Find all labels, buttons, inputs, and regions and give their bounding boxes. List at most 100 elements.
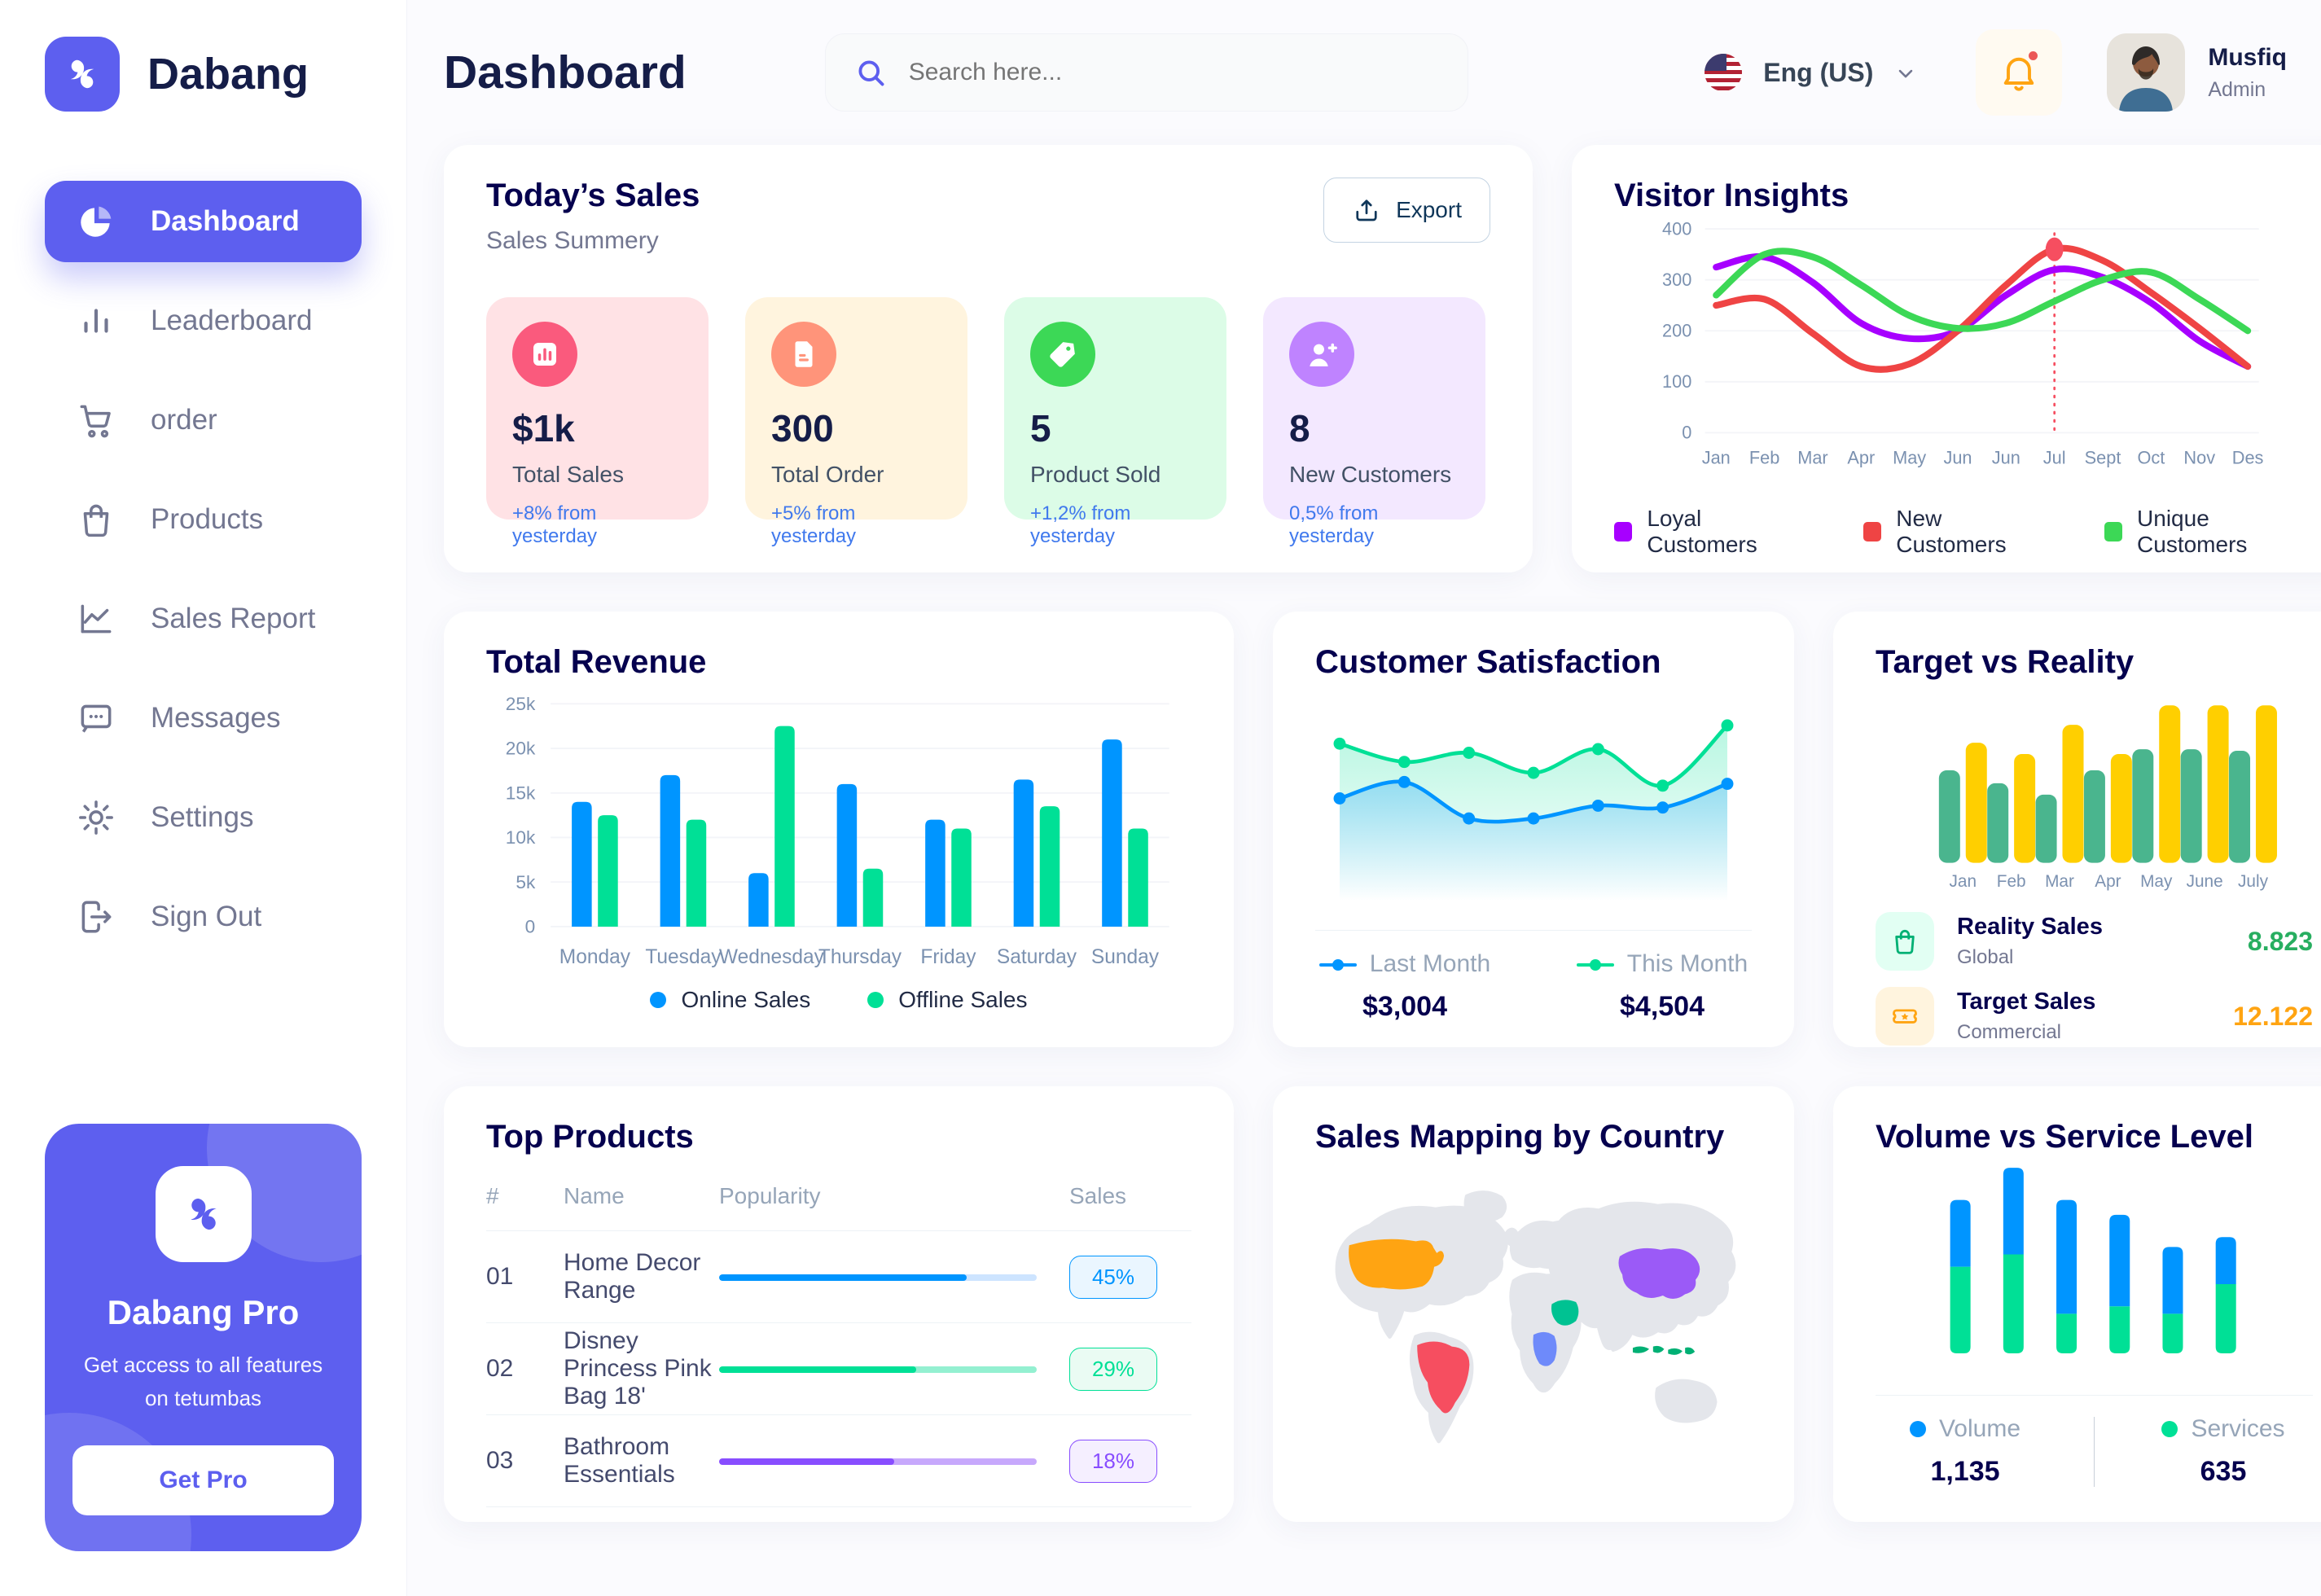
get-pro-button[interactable]: Get Pro [72, 1445, 334, 1515]
volume-service-legend: Volume 1,135 Services 635 [1876, 1415, 2313, 1488]
product-row-02: 02 Disney Princess Pink Bag 18' 29% [486, 1323, 1191, 1415]
map-country-brazil[interactable] [1417, 1341, 1470, 1414]
product-name: Bathroom Essentials [564, 1433, 675, 1488]
map-country-saudi-arabia[interactable] [1551, 1300, 1579, 1326]
legend-online-sales: Online Sales [650, 987, 810, 1013]
sidebar-item-label: order [151, 404, 217, 436]
legend-swatch [2104, 522, 2123, 542]
notifications-button[interactable] [1976, 29, 2063, 116]
sidebar-item-messages[interactable]: Messages [45, 677, 362, 759]
sidebar-item-sign-out[interactable]: Sign Out [45, 876, 362, 958]
sales-mapping-title: Sales Mapping by Country [1315, 1119, 1725, 1155]
legend-label: New Customers [1896, 506, 2007, 557]
search-input[interactable] [908, 59, 1440, 86]
top-products-card: Top Products # Name Popularity Sales 01 H… [444, 1086, 1234, 1522]
legend-dot [1909, 1421, 1926, 1437]
popularity-fill [719, 1274, 967, 1282]
col-name: Name [564, 1183, 625, 1208]
language-selector[interactable]: Eng (US) [1705, 54, 1917, 91]
customer-satisfaction-chart [1315, 681, 1752, 909]
target-vs-reality-title: Target vs Reality [1876, 644, 2135, 680]
sign-out-icon [76, 897, 116, 937]
map-country-dr-congo[interactable] [1533, 1331, 1557, 1366]
user-role: Admin [2208, 77, 2266, 101]
legend-value: 635 [2200, 1456, 2247, 1487]
customer-satisfaction-title: Customer Satisfaction [1315, 644, 1661, 680]
volume-service-chart [1876, 1155, 2313, 1374]
svg-text:Saturday: Saturday [997, 946, 1077, 968]
bar-chart-icon [76, 300, 116, 341]
svg-text:Friday: Friday [920, 946, 976, 968]
svg-text:Nov: Nov [2183, 447, 2215, 467]
ticket-star-icon [1876, 987, 1934, 1046]
product-name: Home Decor Range [564, 1249, 701, 1304]
export-button[interactable]: Export [1323, 178, 1490, 243]
visitor-insights-legend: Loyal Customers New Customers Unique Custo… [1614, 506, 2313, 558]
pro-card: Dabang Pro Get access to all features on… [45, 1124, 362, 1551]
sidebar-item-label: Dashboard [151, 205, 300, 237]
svg-text:Wednesday: Wednesday [719, 946, 825, 968]
stat-card-total-order: 300 Total Order +5% from yesterday [745, 297, 967, 547]
stat-tag-icon [1030, 322, 1095, 387]
gear-icon [76, 797, 116, 838]
popularity-fill [719, 1458, 894, 1466]
legend-loyal-customers: Loyal Customers [1614, 506, 1806, 558]
svg-text:Oct: Oct [2137, 447, 2165, 467]
legend-label: Loyal Customers [1647, 506, 1757, 557]
stat-delta: 0,5% from yesterday [1289, 502, 1379, 547]
visitor-insights-chart: 0 100 200 300 400 Jan Feb Mar Apr May Jun Jun Jul Sep… [1614, 214, 2313, 499]
svg-text:0: 0 [1682, 423, 1691, 443]
sidebar-item-settings[interactable]: Settings [45, 777, 362, 858]
stat-value: 8 [1289, 407, 1310, 449]
visitor-insights-title: Visitor Insights [1614, 178, 1849, 213]
svg-text:400: 400 [1662, 218, 1691, 239]
bag-icon [76, 499, 116, 540]
map-country-indonesia[interactable] [1632, 1345, 1696, 1355]
stat-chart-icon [512, 322, 577, 387]
legend-scope: Global [1957, 946, 2014, 968]
world-map-svg [1335, 1190, 1736, 1444]
svg-text:5k: 5k [516, 872, 536, 892]
col-num: # [486, 1183, 499, 1208]
target-vs-reality-legend: Reality Sales Global 8.823 Target Sales Comm… [1876, 912, 2313, 1046]
customer-satisfaction-legend: Last Month $3,004 This Month $4,504 [1315, 950, 1752, 1023]
sidebar-item-order[interactable]: order [45, 379, 362, 461]
legend-value: 8.823 [2247, 926, 2313, 956]
sidebar-item-leaderboard[interactable]: Leaderboard [45, 280, 362, 362]
col-sales: Sales [1069, 1183, 1127, 1208]
stats-row: $1k Total Sales +8% from yesterday 300 Total… [486, 297, 1490, 547]
product-num: 02 [486, 1355, 514, 1382]
legend-label: Online Sales [681, 987, 811, 1012]
stat-value: $1k [512, 407, 575, 449]
svg-text:Sept: Sept [2085, 447, 2121, 467]
product-num: 01 [486, 1263, 514, 1290]
svg-text:July: July [2238, 872, 2269, 891]
legend-dot [867, 992, 884, 1008]
total-revenue-legend: Online Sales Offline Sales [486, 987, 1191, 1013]
product-num: 03 [486, 1447, 514, 1474]
brand: Dabang [45, 37, 362, 112]
svg-text:Sunday: Sunday [1091, 946, 1160, 968]
sidebar-item-sales-report[interactable]: Sales Report [45, 578, 362, 660]
legend-this-month: This Month $4,504 [1573, 950, 1752, 1023]
stat-card-total-sales: $1k Total Sales +8% from yesterday [486, 297, 709, 547]
svg-text:Mar: Mar [1797, 447, 1827, 467]
sidebar-item-dashboard[interactable]: Dashboard [45, 181, 362, 262]
map-country-united-states[interactable] [1349, 1239, 1445, 1290]
stat-label: Total Order [771, 462, 884, 487]
top-products-title: Top Products [486, 1119, 694, 1155]
target-vs-reality-chart: Jan Feb Mar Apr May June July [1876, 681, 2313, 892]
svg-text:Feb: Feb [1749, 447, 1779, 467]
visitor-insights-card: Visitor Insights 0 100 200 300 400 Jan Feb Mar A… [1572, 145, 2321, 572]
stat-delta: +5% from yesterday [771, 502, 857, 547]
product-row-01: 01 Home Decor Range 45% [486, 1231, 1191, 1323]
map-country-china[interactable] [1618, 1247, 1700, 1300]
legend-volume: Volume 1,135 [1876, 1415, 2055, 1488]
sidebar-item-products[interactable]: Products [45, 479, 362, 560]
search-icon [853, 55, 888, 90]
user-menu[interactable]: Musfiq Admin [2107, 33, 2321, 112]
todays-sales-subtitle: Sales Summery [486, 227, 659, 254]
svg-text:Jun: Jun [1943, 447, 1972, 467]
legend-value: 12.122 [2233, 1001, 2313, 1031]
cart-icon [76, 400, 116, 441]
